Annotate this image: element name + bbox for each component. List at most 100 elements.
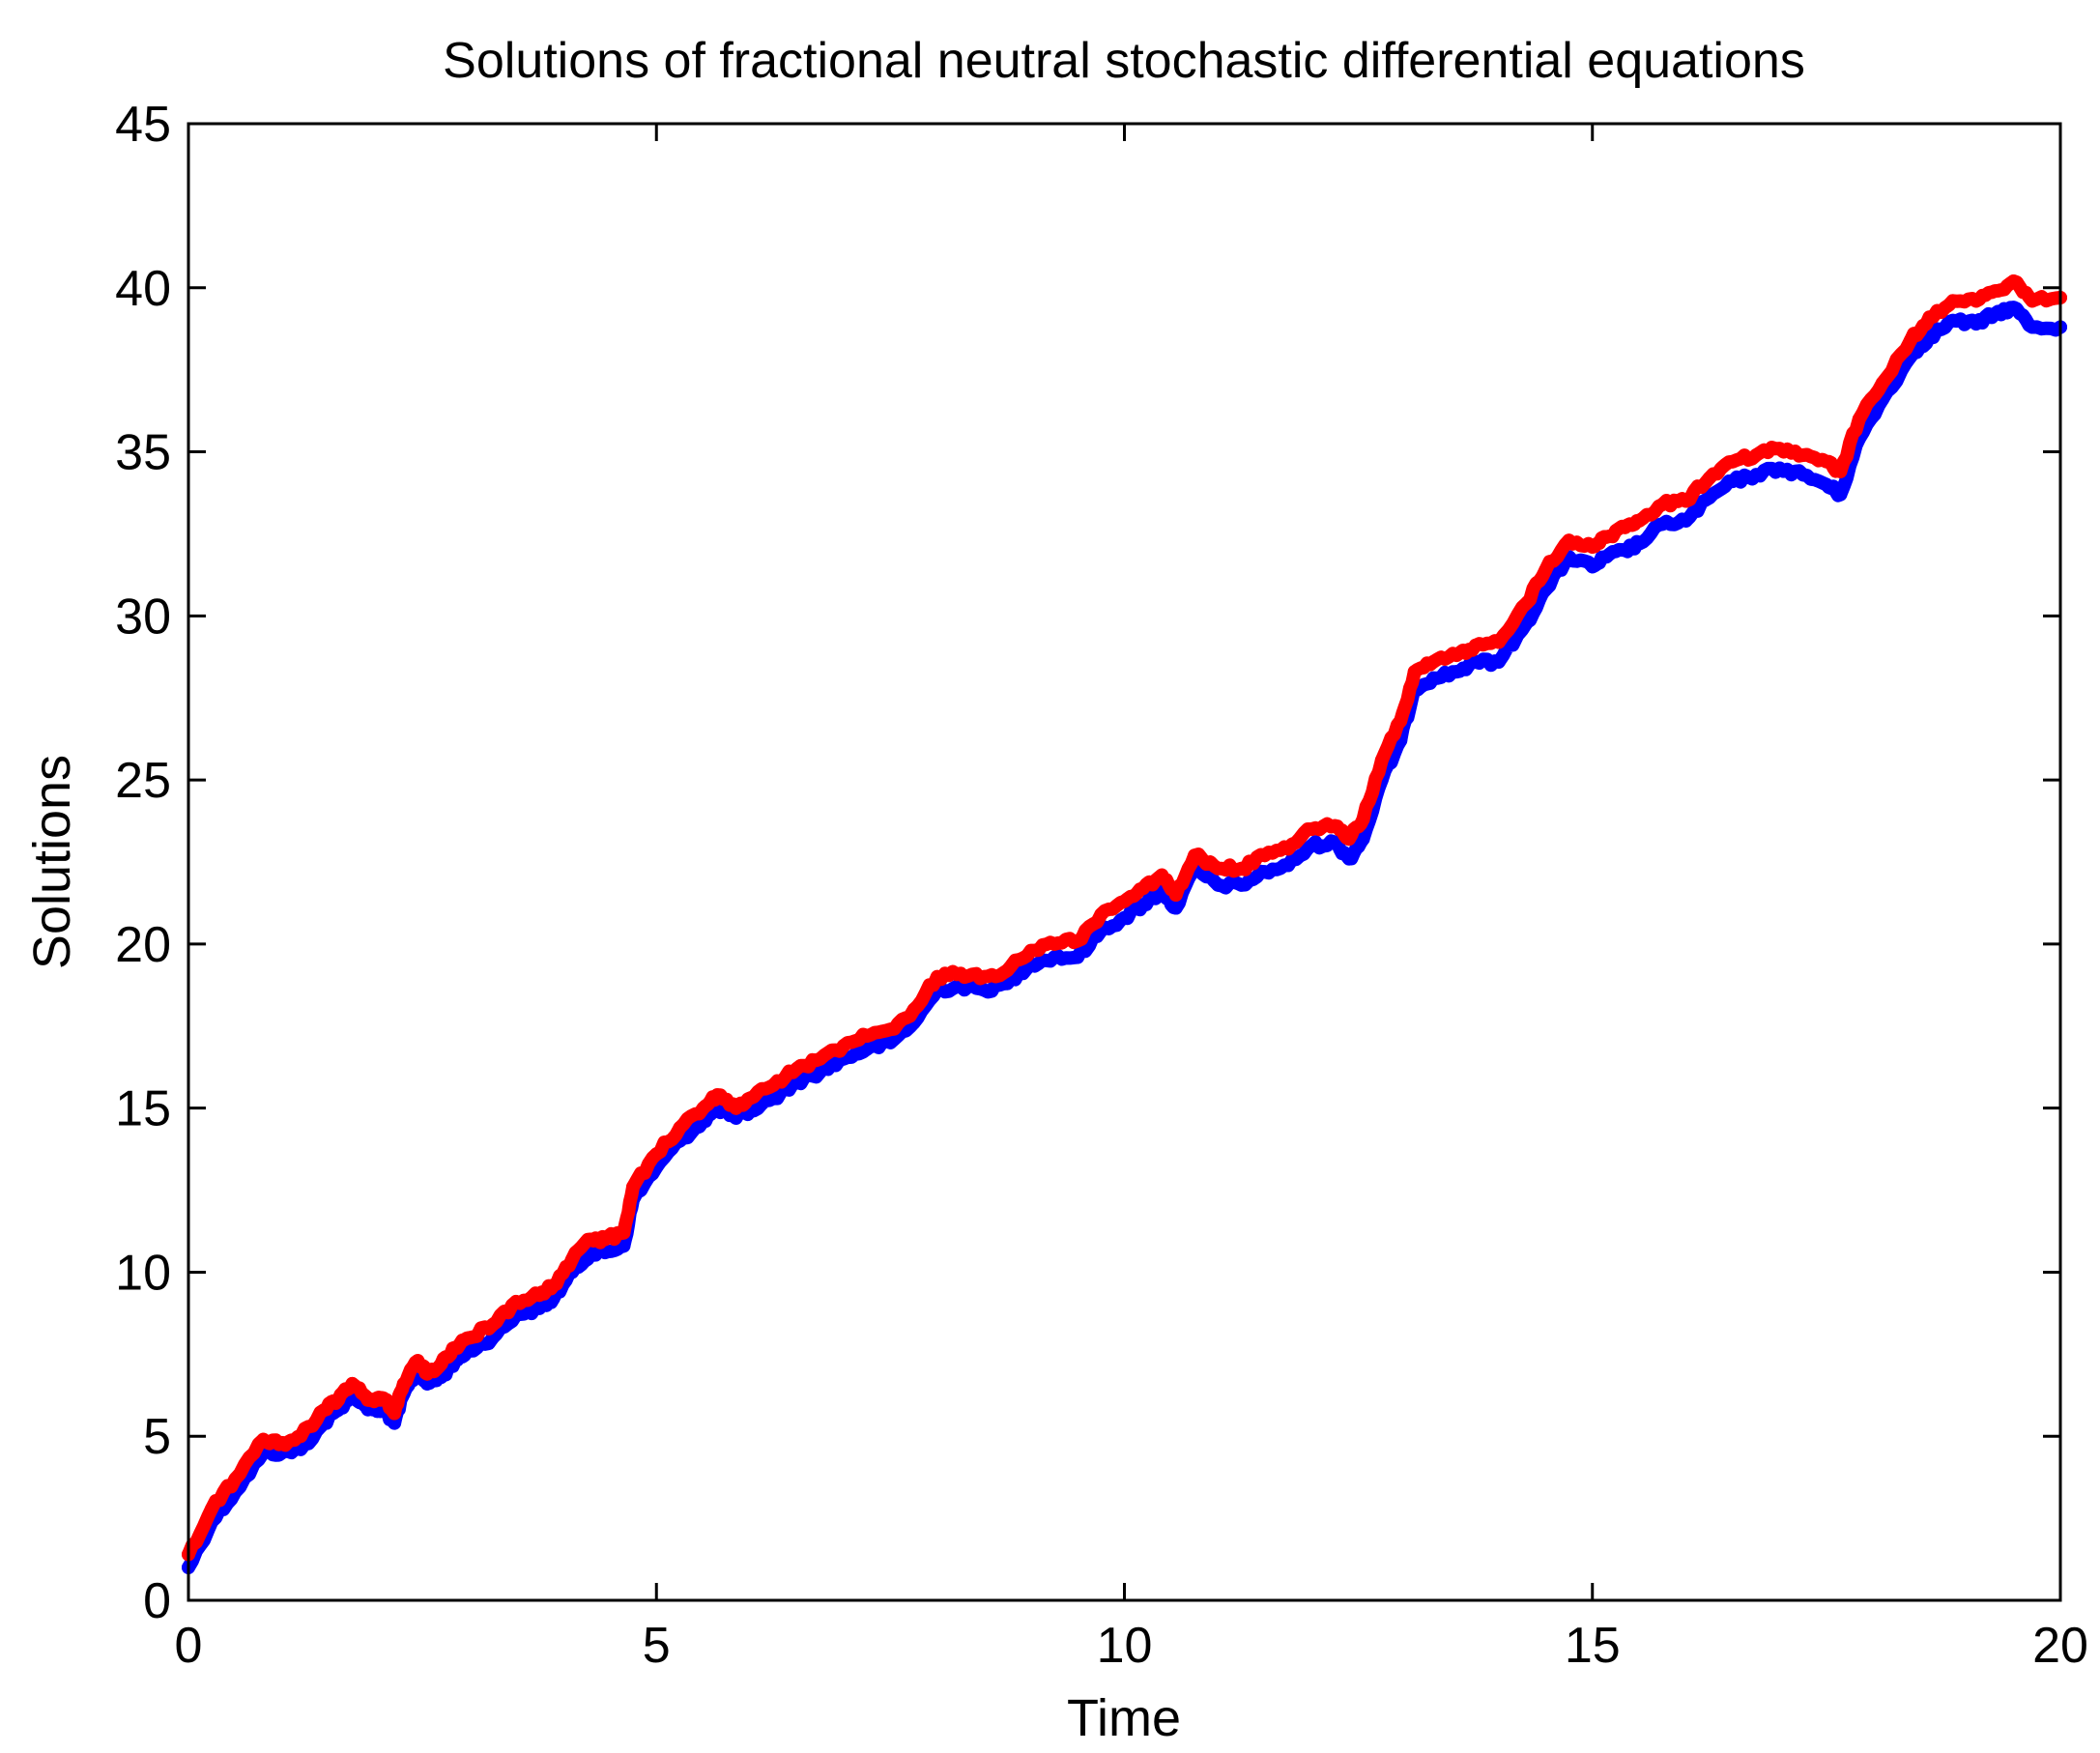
data-point (1796, 448, 1810, 462)
data-point (1491, 635, 1506, 649)
data-point (836, 1039, 850, 1053)
data-point (584, 1232, 598, 1247)
data-point (1450, 665, 1464, 679)
data-point (1305, 822, 1319, 836)
data-point (1632, 513, 1647, 528)
y-tick-label: 30 (115, 589, 171, 645)
data-point (860, 1029, 875, 1043)
data-point (1356, 812, 1370, 826)
data-point (1328, 819, 1342, 833)
data-point (1426, 654, 1441, 669)
data-point (1328, 835, 1342, 849)
x-tick-label: 10 (1097, 1618, 1153, 1674)
data-point (860, 1042, 875, 1056)
data-point (1618, 543, 1632, 558)
data-point (1211, 861, 1225, 876)
data-point (1819, 477, 1833, 492)
data-point (1655, 517, 1670, 532)
data-point (1585, 560, 1599, 574)
data-point (485, 1317, 500, 1332)
data-point (1969, 317, 1983, 331)
data-point (1257, 848, 1272, 863)
y-tick-3: 15 (115, 1081, 2060, 1137)
x-tick-label: 0 (175, 1618, 203, 1674)
y-tick-label: 15 (115, 1081, 171, 1137)
data-point (1491, 654, 1506, 669)
data-point (1281, 842, 1295, 856)
y-tick-label: 25 (115, 753, 171, 809)
data-point (1726, 454, 1740, 469)
data-point (1374, 753, 1389, 767)
y-tick-1: 5 (143, 1409, 2060, 1465)
y-tick-4: 20 (115, 917, 2060, 973)
data-point (1702, 491, 1716, 505)
data-point (378, 1393, 392, 1407)
data-point (565, 1251, 580, 1266)
data-point (420, 1366, 434, 1381)
data-point (1211, 877, 1225, 892)
data-point (1585, 540, 1599, 554)
x-tick-4: 20 (2032, 124, 2088, 1674)
data-point (388, 1406, 402, 1421)
y-tick-5: 25 (115, 753, 2060, 809)
data-point (546, 1279, 561, 1292)
data-point (368, 1393, 383, 1407)
data-point (2006, 274, 2021, 288)
data-point (1117, 910, 1132, 925)
data-point (345, 1376, 360, 1391)
data-point (696, 1101, 710, 1115)
data-point (1094, 907, 1108, 922)
data-point (1047, 936, 1061, 951)
data-point (954, 966, 967, 981)
x-tick-label: 5 (643, 1618, 671, 1674)
data-point (1023, 943, 1038, 958)
data-point (1468, 638, 1482, 652)
y-tick-label: 35 (115, 425, 171, 481)
y-tick-2: 10 (115, 1245, 2060, 1301)
data-point (411, 1354, 425, 1368)
data-point (1852, 412, 1866, 426)
data-point (1047, 950, 1061, 964)
x-axis-label: Time (1067, 1689, 1181, 1747)
data-point (1188, 848, 1202, 863)
data-point (1726, 474, 1740, 489)
data-point (1988, 284, 2002, 299)
data-point (930, 969, 944, 984)
data-point (228, 1472, 243, 1486)
data-point (729, 1110, 743, 1125)
y-tick-label: 40 (115, 261, 171, 317)
data-point (883, 1022, 898, 1037)
data-point (1988, 306, 2002, 321)
data-point (2025, 294, 2039, 308)
data-point (2025, 320, 2039, 334)
x-tick-label: 15 (1565, 1618, 1621, 1674)
data-point (1468, 654, 1482, 669)
data-point (1833, 487, 1848, 502)
y-tick-7: 35 (115, 425, 2060, 481)
data-point (1520, 616, 1534, 630)
data-point (883, 1035, 898, 1049)
data-point (532, 1288, 547, 1303)
data-point (532, 1301, 547, 1315)
data-point (1702, 471, 1716, 485)
data-point (1234, 861, 1249, 876)
data-point (766, 1091, 781, 1106)
data-point (1922, 310, 1937, 325)
data-point (1819, 454, 1833, 469)
data-point (710, 1088, 725, 1103)
data-point (317, 1403, 331, 1418)
data-point (331, 1393, 345, 1407)
y-tick-0: 0 (143, 1573, 2060, 1629)
x-tick-2: 10 (1097, 124, 1153, 1674)
data-point (626, 1180, 640, 1194)
x-tick-1: 5 (643, 124, 671, 1674)
data-point (388, 1416, 402, 1430)
axis-ticks: 0 5 10 15 20 0 5 10 15 20 25 30 35 40 45 (115, 97, 2088, 1674)
data-point (649, 1147, 664, 1162)
data-point (1071, 950, 1085, 964)
y-tick-8: 40 (115, 261, 2060, 317)
x-tick-0: 0 (175, 124, 203, 1674)
data-point (1281, 858, 1295, 873)
